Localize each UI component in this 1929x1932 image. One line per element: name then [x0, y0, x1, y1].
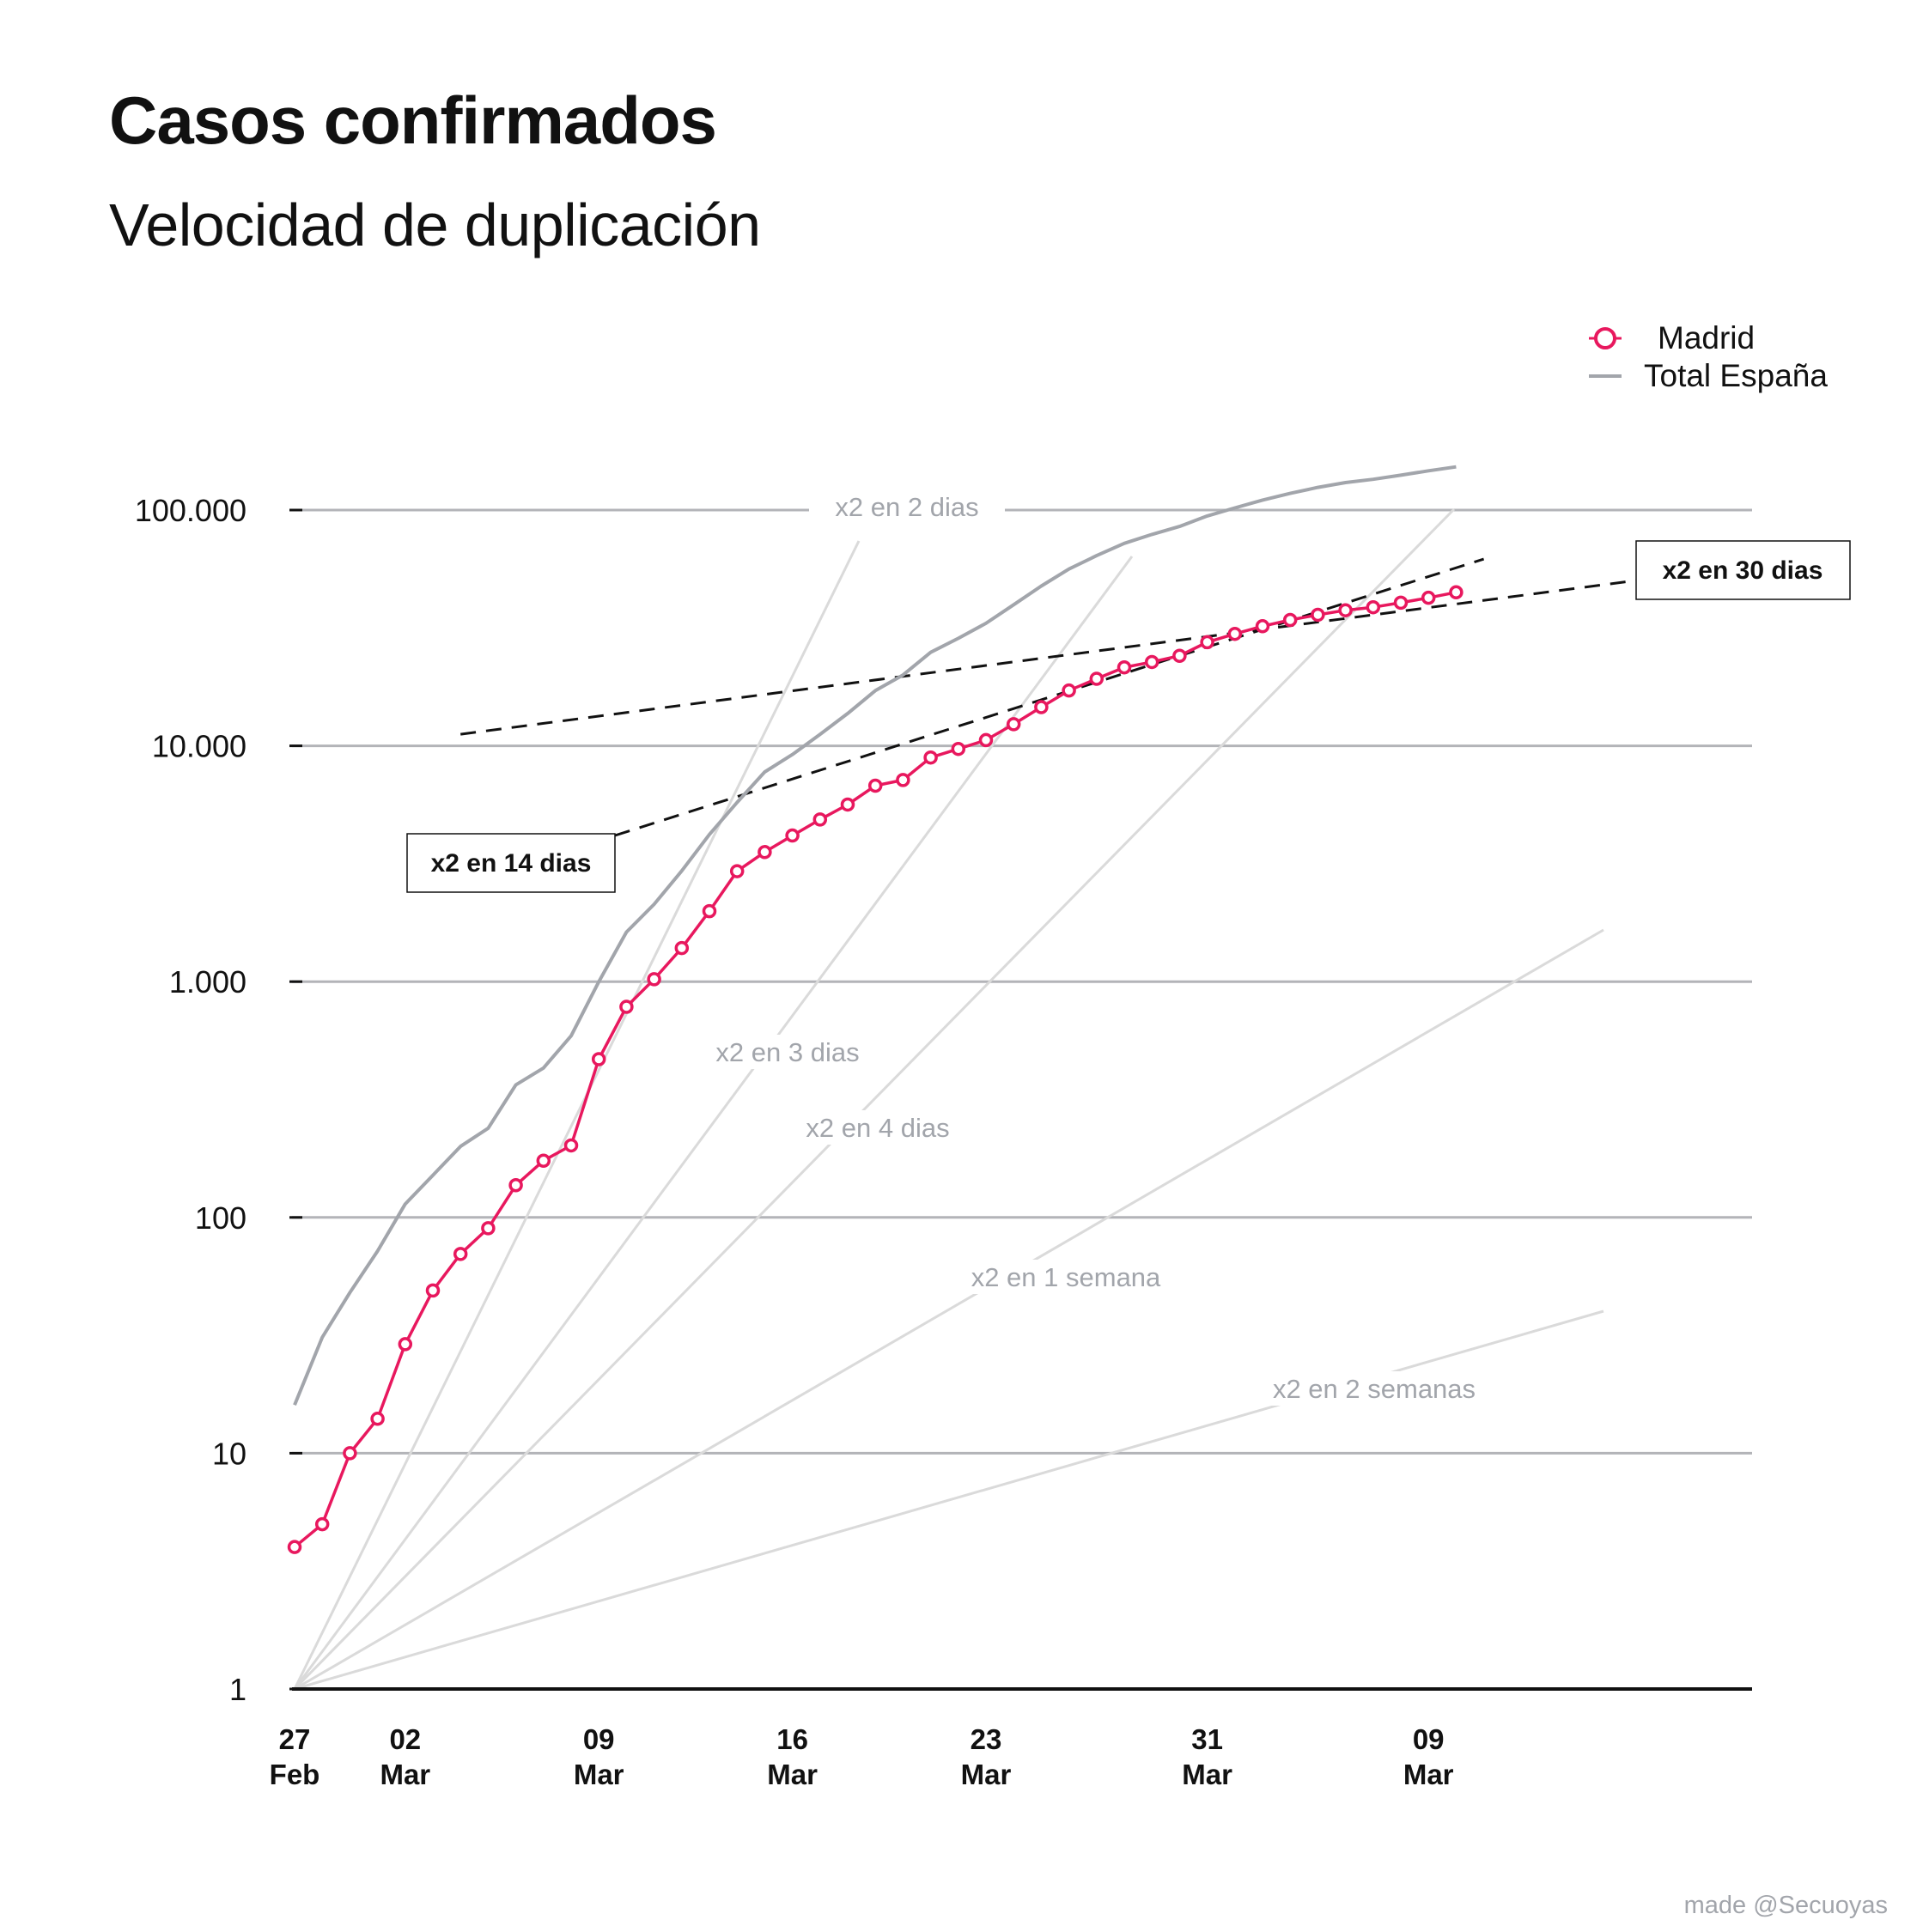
x-tick-month-label: Mar — [1403, 1759, 1454, 1790]
doubling-guide-label-bg — [780, 1110, 976, 1145]
madrid-point — [1144, 654, 1159, 670]
madrid-point — [1366, 599, 1381, 615]
madrid-point — [563, 1138, 579, 1153]
madrid-point — [702, 903, 717, 919]
doubling-guides: x2 en 2 dias x2 en 3 dias x2 en 4 dias x2 e… — [293, 489, 1604, 1691]
madrid-point — [729, 864, 745, 878]
credit-text: made @Secuoyas — [1683, 1892, 1888, 1919]
madrid-point — [1172, 648, 1187, 663]
doubling-guide-label: x2 en 2 dias — [835, 492, 978, 522]
madrid-point — [508, 1178, 523, 1193]
madrid-point — [1393, 595, 1409, 611]
gridlines — [292, 508, 1752, 1455]
madrid-point — [619, 999, 634, 1014]
madrid-point — [647, 972, 661, 987]
trend-lines: x2 en 14 dias x2 en 30 dias — [406, 540, 1851, 893]
madrid-point — [453, 1247, 468, 1261]
madrid-point — [1338, 603, 1353, 617]
madrid-point — [1255, 619, 1270, 634]
madrid-point — [1034, 700, 1049, 714]
doubling-guide-line — [293, 556, 1134, 1690]
madrid-point — [287, 1540, 302, 1554]
legend-madrid-label: Madrid — [1658, 320, 1755, 355]
madrid-point — [370, 1412, 385, 1426]
madrid-point — [425, 1283, 441, 1298]
doubling-guide-line — [293, 540, 861, 1690]
madrid-point — [812, 812, 828, 827]
x-tick-month-label: Mar — [1182, 1759, 1232, 1790]
x-tick-month-label: Mar — [961, 1759, 1012, 1790]
y-tick-label: 100.000 — [135, 493, 246, 528]
madrid-point — [481, 1221, 496, 1236]
chart-title: Casos confirmados — [109, 82, 717, 158]
madrid-point — [951, 741, 966, 756]
doubling-guide-label-bg — [809, 489, 1005, 524]
x-tick-day-label: 02 — [389, 1723, 421, 1755]
madrid-point — [785, 828, 800, 843]
madrid-point — [1311, 607, 1325, 623]
madrid-point — [978, 732, 994, 748]
x-tick-day-label: 09 — [583, 1723, 615, 1755]
x-tick-day-label: 27 — [279, 1723, 311, 1755]
trend-line-30-dias — [460, 579, 1637, 736]
madrid-point — [758, 845, 772, 860]
x-tick-day-label: 31 — [1191, 1723, 1223, 1755]
trend-line-14-dias — [614, 557, 1485, 837]
doubling-guide-line — [294, 1309, 1604, 1691]
x-tick-month-label: Mar — [767, 1759, 818, 1790]
chart-subtitle: Velocidad de duplicación — [109, 191, 761, 258]
doubling-guide-label-bg — [1254, 1371, 1494, 1406]
madrid-point — [1421, 590, 1436, 605]
y-tick-label: 1 — [229, 1672, 246, 1707]
y-tick-label: 100 — [195, 1200, 246, 1236]
trend-label-14-dias: x2 en 14 dias — [431, 849, 592, 878]
madrid-point — [591, 1052, 606, 1066]
madrid-point — [1062, 683, 1076, 698]
doubling-guide-label-bg — [690, 1035, 885, 1069]
trend-label-30-dias: x2 en 30 dias — [1663, 556, 1823, 585]
x-tick-day-label: 16 — [776, 1723, 808, 1755]
doubling-guide-label: x2 en 1 semana — [971, 1262, 1161, 1292]
madrid-point — [840, 797, 855, 812]
series — [287, 465, 1463, 1554]
madrid-point — [1006, 717, 1021, 732]
doubling-guide-label-bg — [953, 1260, 1178, 1294]
madrid-point — [867, 778, 883, 793]
trend-label-box-14 — [406, 833, 616, 893]
legend: Madrid Total España — [1589, 320, 1828, 393]
doubling-guide-label: x2 en 4 dias — [806, 1113, 949, 1143]
madrid-point — [398, 1337, 413, 1352]
madrid-point — [1089, 671, 1104, 686]
madrid-point — [1200, 635, 1214, 650]
trend-label-box-30 — [1635, 540, 1851, 600]
x-tick-day-label: 23 — [971, 1723, 1002, 1755]
doubling-guide-label: x2 en 2 semanas — [1273, 1374, 1476, 1404]
x-tick-month-label: Mar — [380, 1759, 430, 1790]
legend-espana-label: Total España — [1644, 358, 1828, 393]
x-tick-month-label: Feb — [270, 1759, 320, 1790]
madrid-point — [1449, 585, 1463, 600]
doubling-guide-label: x2 en 3 dias — [715, 1037, 859, 1067]
series-line-total-espana — [293, 465, 1457, 1406]
madrid-point — [536, 1153, 551, 1168]
y-tick-label: 10.000 — [152, 729, 246, 764]
x-tick-month-label: Mar — [574, 1759, 624, 1790]
x-tick-day-label: 09 — [1413, 1723, 1445, 1755]
madrid-point — [343, 1446, 357, 1461]
axes: 1 10 100 1.000 10.000 100.000 27 Feb 02 Mar 09 Mar 1… — [135, 493, 1752, 1790]
madrid-point — [1227, 626, 1243, 641]
madrid-point — [1282, 612, 1298, 628]
legend-madrid-marker — [1594, 327, 1616, 349]
y-tick-label: 10 — [212, 1436, 246, 1471]
y-tick-label: 1.000 — [169, 964, 246, 999]
madrid-point — [1117, 659, 1132, 675]
doubling-guide-line — [293, 507, 1456, 1691]
madrid-point — [674, 940, 690, 956]
doubling-guide-line — [294, 928, 1604, 1691]
madrid-point — [923, 750, 938, 765]
madrid-point — [314, 1516, 330, 1532]
madrid-point — [896, 773, 910, 787]
